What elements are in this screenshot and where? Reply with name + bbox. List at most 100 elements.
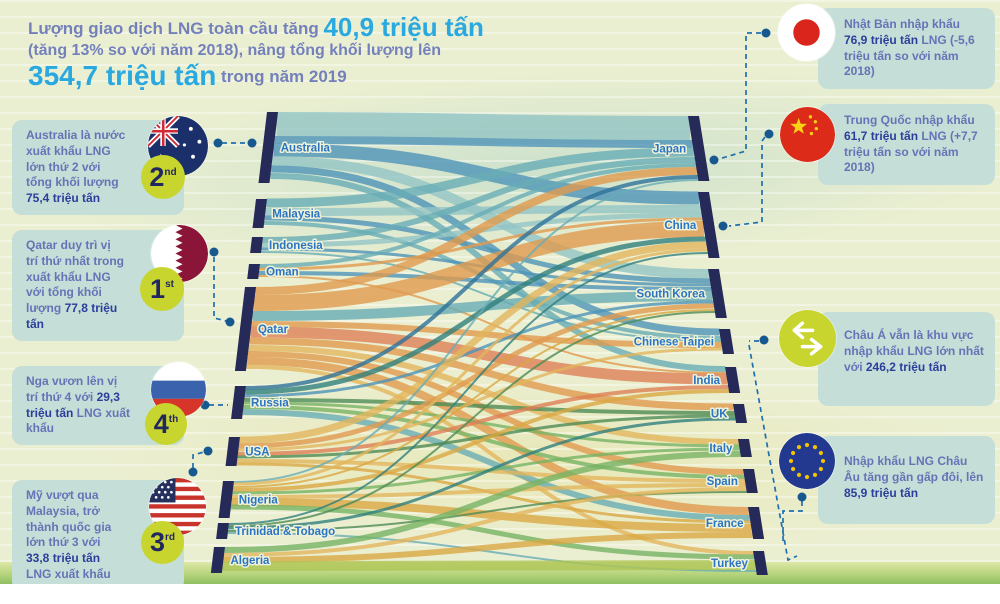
sankey-node-exporter-usa: [225, 437, 240, 466]
sankey-node-exporter-algeria: [210, 547, 225, 573]
sankey-ribbon-oman-to-south-korea: [258, 271, 712, 291]
sankey-label-uk: UK: [711, 409, 728, 421]
sankey-ribbon-qatar-to-south-korea: [252, 291, 713, 321]
sankey-node-importer-south-korea: [708, 269, 727, 318]
rank-number: 4: [153, 408, 169, 439]
sankey-node-importer-china: [698, 192, 720, 258]
footer-strip: [0, 584, 1000, 604]
title-line-3: 354,7 triệu tấn trong năm 2019: [28, 60, 347, 91]
china-flag-icon: [780, 107, 835, 162]
sankey-label-turkey: Turkey: [711, 558, 748, 570]
callout-qatar-text: Qatar duy trì vị trí thứ nhất trong xuất…: [26, 238, 125, 332]
sankey-ribbon-russia-to-spain: [243, 405, 745, 479]
eu-flag-icon: [779, 433, 835, 489]
rank-suffix: st: [165, 278, 174, 290]
sankey-ribbon-russia-to-uk: [244, 398, 735, 415]
callout-japan-text: Nhật Bản nhập khẩu 76,9 triệu tấn LNG (-…: [844, 17, 975, 79]
sankey-ribbon-usa-to-south-korea: [238, 303, 714, 449]
sankey-node-exporter-oman: [247, 264, 260, 279]
sankey-label-russia: Russia: [251, 398, 289, 410]
rank-suffix: nd: [164, 166, 177, 178]
sankey-ribbon-malaysia-to-china: [265, 205, 701, 216]
rank-suffix: rd: [165, 532, 176, 543]
callout-europe: Nhập khẩu LNG Châu Âu tăng gần gấp đôi, …: [818, 436, 995, 524]
title-line-2: (tăng 13% so với năm 2018), nâng tổng kh…: [28, 42, 442, 59]
sankey-label-china: China: [664, 220, 697, 232]
sankey-ribbon-nigeria-to-india: [232, 389, 729, 492]
connector-dot: [225, 317, 235, 327]
sankey-label-australia: Australia: [281, 143, 331, 155]
rank-number: 3: [149, 527, 166, 557]
connector-dot: [209, 247, 219, 257]
sankey-node-importer-spain: [743, 469, 758, 493]
callout-japan: Nhật Bản nhập khẩu 76,9 triệu tấn LNG (-…: [818, 8, 995, 90]
sankey-ribbon-usa-to-chinese-taipei: [238, 347, 723, 452]
sankey-ribbon-nigeria-to-france: [231, 498, 752, 532]
sankey-label-qatar: Qatar: [258, 324, 289, 336]
callout-asia-text: Châu Á vẫn là khu vực nhập khẩu LNG lớn …: [844, 328, 984, 374]
callout-asia: Châu Á vẫn là khu vực nhập khẩu LNG lớn …: [818, 312, 995, 406]
connector-dot: [203, 446, 213, 456]
sankey-ribbon-qatar-to-turkey: [246, 365, 754, 555]
rank-number: 2: [149, 161, 165, 192]
sankey-ribbon-usa-to-china: [239, 241, 707, 444]
sankey-label-india: India: [693, 375, 720, 387]
callout-europe-text: Nhập khẩu LNG Châu Âu tăng gần gấp đôi, …: [844, 454, 984, 500]
sankey-ribbon-nigeria-to-japan: [233, 179, 699, 483]
sankey-node-exporter-malaysia: [252, 199, 267, 228]
asia-arrows-icon: [779, 310, 836, 367]
sankey-ribbon-indonesia-to-chinese-taipei: [261, 251, 721, 342]
sankey-label-oman: Oman: [266, 267, 299, 279]
callout-china: Trung Quốc nhập khẩu 61,7 triệu tấn LNG …: [818, 104, 995, 186]
sankey-ribbon-algeria-to-turkey: [222, 560, 756, 571]
sankey-ribbon-russia-to-japan: [245, 175, 698, 390]
sankey-ribbon-qatar-to-china: [254, 221, 704, 311]
connector-dot: [761, 28, 771, 38]
sankey-node-importer-chinese-taipei: [719, 329, 734, 354]
sankey-node-exporter-indonesia: [250, 237, 263, 253]
sankey-ribbon-usa-to-india: [237, 385, 729, 456]
sankey-label-indonesia: Indonesia: [269, 240, 323, 252]
sankey-ribbon-qatar-to-uk: [249, 337, 734, 411]
sankey-ribbon-indonesia-to-japan: [262, 157, 696, 243]
sankey-node-importer-italy: [738, 439, 752, 457]
connector-dot: [709, 155, 719, 165]
connector-dot: [764, 129, 774, 139]
sankey-ribbon-trinidad-tobago-to-south-korea: [228, 311, 715, 527]
sankey-ribbon-algeria-to-france: [223, 532, 753, 563]
sankey-ribbon-australia-to-japan: [274, 136, 693, 148]
sankey-ribbon-algeria-to-spain: [224, 487, 747, 557]
connector-line-7: [748, 344, 798, 562]
sankey-ribbon-qatar-to-spain: [247, 351, 744, 475]
connector-dot: [213, 138, 223, 148]
sankey-ribbon-algeria-to-italy: [224, 451, 741, 553]
sankey-node-importer-uk: [733, 404, 748, 423]
connector-dot: [797, 492, 807, 502]
sankey-label-usa: USA: [245, 447, 269, 459]
sankey-ribbon-nigeria-to-turkey: [230, 504, 754, 560]
sankey-ribbon-qatar-to-japan: [255, 167, 697, 295]
sankey-label-chinese-taipei: Chinese Taipei: [634, 337, 714, 349]
sankey-ribbon-oman-to-japan: [259, 163, 696, 268]
connector-dot: [247, 138, 257, 148]
sankey-label-malaysia: Malaysia: [272, 209, 321, 221]
sankey-ribbon-qatar-to-india: [250, 326, 727, 385]
japan-flag-icon: [778, 4, 835, 61]
sankey-node-importer-turkey: [753, 551, 768, 575]
sankey-label-nigeria: Nigeria: [239, 495, 279, 507]
title-line-1: Lượng giao dịch LNG toàn cầu tăng 40,9 t…: [28, 12, 484, 42]
sankey-ribbon-nigeria-to-south-korea: [233, 309, 715, 488]
callout-russia-text: Nga vươn lên vị trí thứ 4 với 29,3 triệu…: [26, 374, 131, 436]
sankey-node-importer-japan: [688, 116, 710, 181]
sankey-ribbon-malaysia-to-japan: [266, 147, 694, 208]
sankey-ribbon-trinidad-tobago-to-china: [228, 252, 708, 525]
sankey-label-italy: Italy: [709, 443, 733, 455]
sankey-node-exporter-russia: [231, 386, 246, 419]
callout-usa-text: Mỹ vượt qua Malaysia, trở thành quốc gia…: [26, 488, 112, 582]
connector-dot: [718, 221, 728, 231]
page-title: Lượng giao dịch LNG toàn cầu tăng 40,9 t…: [28, 14, 498, 90]
